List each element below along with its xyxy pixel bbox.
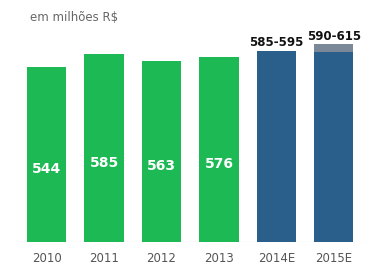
Text: 563: 563 [147, 159, 176, 173]
Bar [257, 51, 296, 54]
Text: 544: 544 [32, 161, 61, 175]
Text: em milhões R$: em milhões R$ [30, 11, 118, 24]
Text: 585-595: 585-595 [249, 36, 304, 49]
Bar [84, 54, 123, 242]
Bar [27, 67, 66, 242]
Bar [142, 61, 181, 242]
Bar [257, 54, 296, 242]
Bar [314, 52, 354, 242]
Text: 576: 576 [204, 157, 233, 171]
Text: 585: 585 [90, 156, 119, 170]
Bar [200, 57, 238, 242]
Bar [314, 44, 354, 52]
Text: 590-615: 590-615 [307, 30, 361, 43]
